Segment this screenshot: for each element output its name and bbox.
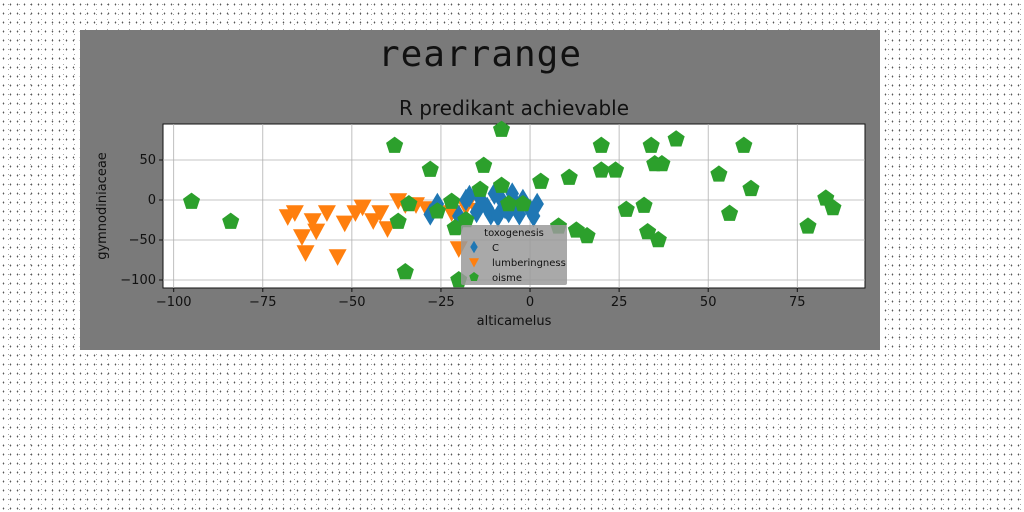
- chart-title: R predikant achievable: [399, 96, 629, 120]
- data-point: [328, 249, 347, 266]
- y-tick-label: −100: [120, 273, 156, 288]
- data-point: [222, 212, 240, 229]
- legend-entry-label: lumberingness: [492, 258, 566, 269]
- data-point: [642, 136, 660, 153]
- legend-box: [461, 225, 567, 285]
- x-tick-label: −50: [338, 295, 365, 310]
- y-tick-label: 50: [139, 153, 156, 168]
- data-point: [364, 213, 383, 230]
- grid: [163, 124, 865, 288]
- data-point: [500, 195, 518, 212]
- data-point: [492, 176, 511, 193]
- data-point: [617, 200, 635, 217]
- data-point: [799, 217, 817, 234]
- data-point: [292, 229, 311, 246]
- data-point: [182, 192, 201, 209]
- data-point: [386, 136, 404, 153]
- data-point: [639, 223, 657, 240]
- data-point: [592, 136, 610, 153]
- data-point: [303, 213, 322, 230]
- y-axis-label: gymnodiniaceae: [95, 152, 110, 260]
- data-point: [353, 199, 372, 217]
- data-point: [635, 196, 653, 213]
- data-point: [653, 155, 671, 172]
- legend-entry-label: oisme: [492, 273, 522, 284]
- x-tick-label: −25: [427, 295, 454, 310]
- data-point: [389, 212, 407, 229]
- data-point: [532, 172, 550, 189]
- data-point: [606, 161, 625, 178]
- legend-marker: [469, 258, 479, 268]
- x-tick-label: 50: [700, 295, 717, 310]
- data-point: [512, 203, 527, 226]
- legend-marker: [470, 240, 478, 254]
- data-point: [530, 192, 544, 216]
- data-point: [400, 195, 418, 212]
- data-point: [592, 161, 610, 178]
- data-point: [560, 168, 578, 185]
- data-point: [371, 205, 390, 222]
- data-point: [285, 205, 304, 222]
- data-point: [824, 199, 842, 216]
- x-axis-label: alticamelus: [477, 314, 552, 329]
- data-point: [396, 263, 414, 280]
- data-point: [335, 215, 354, 233]
- data-point: [514, 195, 532, 212]
- data-point: [317, 205, 336, 222]
- data-point: [492, 120, 511, 137]
- data-point: [721, 204, 739, 221]
- data-point: [307, 223, 326, 241]
- legend-marker: [469, 272, 479, 282]
- legend-entry-label: C: [492, 243, 499, 254]
- data-point: [428, 202, 446, 219]
- data-point: [742, 179, 760, 197]
- data-point: [475, 156, 493, 173]
- figure-suptitle: rearrange: [377, 34, 583, 75]
- data-point: [457, 211, 475, 228]
- x-tick-label: −100: [156, 295, 192, 310]
- y-tick-label: 0: [148, 193, 156, 208]
- data-point: [667, 130, 685, 147]
- y-tick-label: −50: [129, 233, 156, 248]
- data-points: [182, 120, 842, 288]
- data-point: [735, 136, 753, 153]
- data-point: [421, 160, 439, 177]
- data-point: [578, 227, 596, 244]
- scatter-chart: −100 −75 −50 −25 0 25 50 75 −100 −50 0 50 R predika…: [95, 96, 866, 329]
- data-point: [296, 245, 315, 262]
- x-tick-label: 25: [611, 295, 628, 310]
- x-tick-label: 0: [526, 295, 534, 310]
- data-point: [649, 231, 667, 248]
- legend-title: toxogenesis: [484, 228, 544, 239]
- figure-panel: rearrange −100 −75 −50 −25 0 25 50 75 −100 −50 0 50…: [80, 30, 880, 350]
- data-point: [443, 192, 461, 209]
- data-point: [471, 180, 489, 197]
- x-tick-label: −75: [249, 295, 276, 310]
- data-point: [710, 165, 728, 182]
- axes: −100 −75 −50 −25 0 25 50 75 −100 −50 0 50: [120, 153, 805, 310]
- x-tick-label: 75: [789, 295, 806, 310]
